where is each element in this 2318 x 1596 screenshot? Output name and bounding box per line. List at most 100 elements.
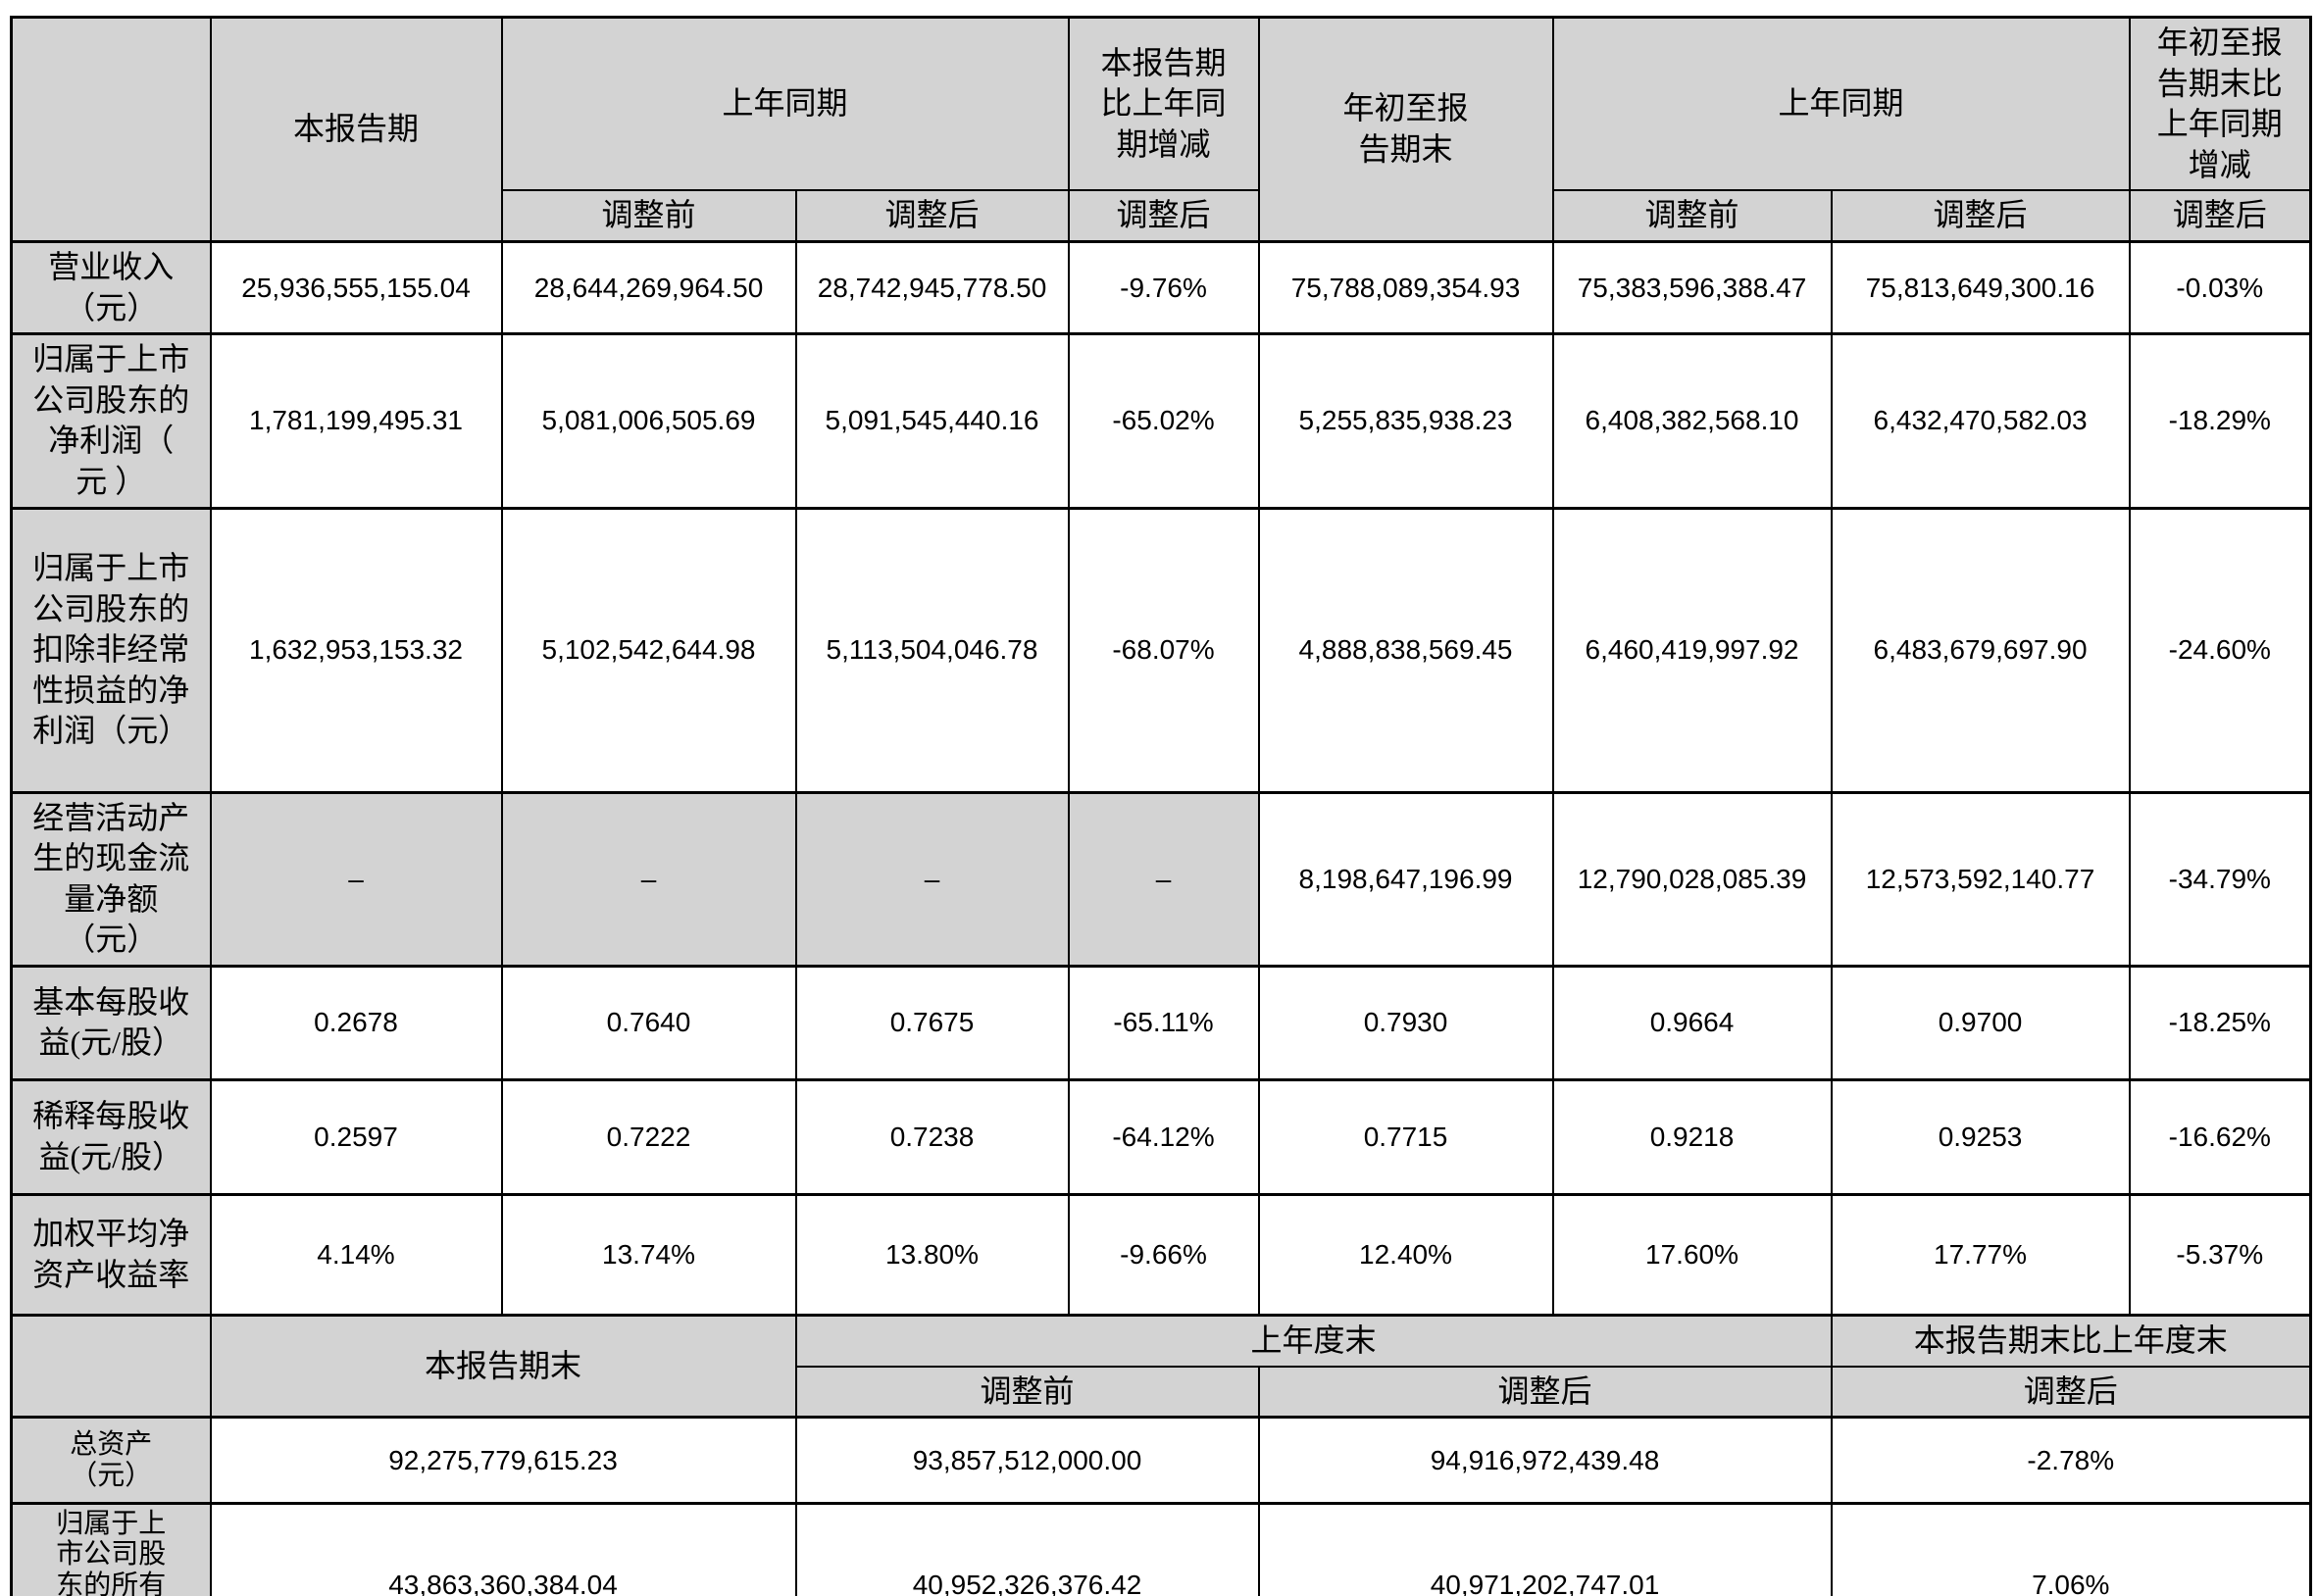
value-cell: 94,916,972,439.48 <box>1257 1416 1833 1505</box>
row-label-diluted-eps: 稀释每股收益(元/股） <box>10 1077 212 1196</box>
header-current-period-end: 本报告期末 <box>209 1313 797 1419</box>
header-period-change: 本报告期比上年同期增减 <box>1067 16 1260 192</box>
value-cell: 6,408,382,568.10 <box>1551 332 1833 510</box>
value-cell-empty: – <box>209 790 503 968</box>
table-row-operating-cash-flow: 经营活动产生的现金流量净额（元） – – – – 8,198,647,196.9… <box>10 790 2312 968</box>
subheader-before-adjust: 调整前 <box>794 1365 1260 1419</box>
value-cell: -0.03% <box>2128 239 2312 335</box>
value-cell: 0.7640 <box>500 964 797 1081</box>
value-cell: 8,198,647,196.99 <box>1257 790 1554 968</box>
value-cell: 0.9253 <box>1830 1077 2131 1196</box>
value-cell: 6,432,470,582.03 <box>1830 332 2131 510</box>
value-cell: 13.74% <box>500 1192 797 1317</box>
value-cell: 5,255,835,938.23 <box>1257 332 1554 510</box>
row-label-operating-cash-flow: 经营活动产生的现金流量净额（元） <box>10 790 212 968</box>
value-cell: 0.7715 <box>1257 1077 1554 1196</box>
value-cell: -65.11% <box>1067 964 1260 1081</box>
value-cell: -68.07% <box>1067 506 1260 794</box>
value-cell-empty: – <box>794 790 1070 968</box>
value-cell: 75,788,089,354.93 <box>1257 239 1554 335</box>
header-prior-year-end: 上年度末 <box>794 1313 1833 1368</box>
value-cell: 12.40% <box>1257 1192 1554 1317</box>
value-cell: -18.25% <box>2128 964 2312 1081</box>
header-prior-period: 上年同期 <box>500 16 1070 192</box>
subheader-before-adjust: 调整前 <box>1551 189 1833 243</box>
subheader-after-adjust: 调整后 <box>794 189 1070 243</box>
row-label-revenue: 营业收入（元） <box>10 239 212 335</box>
value-cell: -24.60% <box>2128 506 2312 794</box>
table-row-net-profit: 归属于上市公司股东的净利润（ 元 ） 1,781,199,495.31 5,08… <box>10 332 2312 510</box>
subheader-after-adjust: 调整后 <box>1830 1365 2312 1419</box>
table-row-basic-eps: 基本每股收益(元/股） 0.2678 0.7640 0.7675 -65.11%… <box>10 964 2312 1081</box>
value-cell: 0.9700 <box>1830 964 2131 1081</box>
value-cell: -5.37% <box>2128 1192 2312 1317</box>
value-cell: -64.12% <box>1067 1077 1260 1196</box>
value-cell: 40,971,202,747.01 <box>1257 1502 1833 1596</box>
value-cell: -34.79% <box>2128 790 2312 968</box>
value-cell: 0.7238 <box>794 1077 1070 1196</box>
header-ytd: 年初至报告期末 <box>1257 16 1554 243</box>
subheader-before-adjust: 调整前 <box>500 189 797 243</box>
value-cell: 28,644,269,964.50 <box>500 239 797 335</box>
header-ytd-change: 年初至报告期末比上年同期增减 <box>2128 16 2312 192</box>
row-label-weighted-avg-roe: 加权平均净资产收益率 <box>10 1192 212 1317</box>
value-cell: 40,952,326,376.42 <box>794 1502 1260 1596</box>
table-row-total-assets: 总资产（元） 92,275,779,615.23 93,857,512,000.… <box>10 1416 2312 1505</box>
subheader-after-adjust: 调整后 <box>2128 189 2312 243</box>
value-cell: 1,781,199,495.31 <box>209 332 503 510</box>
value-cell: 0.2597 <box>209 1077 503 1196</box>
row-label-total-assets: 总资产（元） <box>10 1416 212 1505</box>
value-cell: 0.9664 <box>1551 964 1833 1081</box>
value-cell: 75,813,649,300.16 <box>1830 239 2131 335</box>
value-cell: 93,857,512,000.00 <box>794 1416 1260 1505</box>
value-cell: 17.77% <box>1830 1192 2131 1317</box>
value-cell: 0.2678 <box>209 964 503 1081</box>
value-cell: 5,113,504,046.78 <box>794 506 1070 794</box>
value-cell: 5,091,545,440.16 <box>794 332 1070 510</box>
bottom-corner-blank-cell <box>10 1313 212 1419</box>
value-cell: -2.78% <box>1830 1416 2312 1505</box>
value-cell: 6,460,419,997.92 <box>1551 506 1833 794</box>
subheader-after-adjust: 调整后 <box>1067 189 1260 243</box>
header-period-end-change: 本报告期末比上年度末 <box>1830 1313 2312 1368</box>
value-cell: 0.7675 <box>794 964 1070 1081</box>
table-row-net-profit-excl-nonrecurring: 归属于上市公司股东的扣除非经常性损益的净利润（元） 1,632,953,153.… <box>10 506 2312 794</box>
value-cell: 5,081,006,505.69 <box>500 332 797 510</box>
value-cell: 17.60% <box>1551 1192 1833 1317</box>
table-row-weighted-avg-roe: 加权平均净资产收益率 4.14% 13.74% 13.80% -9.66% 12… <box>10 1192 2312 1317</box>
row-label-equity: 归属于上市公司股东的所有者权益（元） <box>10 1502 212 1596</box>
value-cell-empty: – <box>1067 790 1260 968</box>
value-cell: 1,632,953,153.32 <box>209 506 503 794</box>
table-row-equity: 归属于上市公司股东的所有者权益（元） 43,863,360,384.04 40,… <box>10 1502 2312 1596</box>
value-cell: 0.9218 <box>1551 1077 1833 1196</box>
row-label-net-profit: 归属于上市公司股东的净利润（ 元 ） <box>10 332 212 510</box>
table-row-diluted-eps: 稀释每股收益(元/股） 0.2597 0.7222 0.7238 -64.12%… <box>10 1077 2312 1196</box>
value-cell: 0.7930 <box>1257 964 1554 1081</box>
value-cell: 12,790,028,085.39 <box>1551 790 1833 968</box>
value-cell: 6,483,679,697.90 <box>1830 506 2131 794</box>
value-cell: 7.06% <box>1830 1502 2312 1596</box>
value-cell: 5,102,542,644.98 <box>500 506 797 794</box>
value-cell: 0.7222 <box>500 1077 797 1196</box>
value-cell: -9.66% <box>1067 1192 1260 1317</box>
value-cell: -65.02% <box>1067 332 1260 510</box>
corner-blank-cell <box>10 16 212 243</box>
value-cell: 43,863,360,384.04 <box>209 1502 797 1596</box>
value-cell: -18.29% <box>2128 332 2312 510</box>
table-row-revenue: 营业收入（元） 25,936,555,155.04 28,644,269,964… <box>10 239 2312 335</box>
value-cell: -9.76% <box>1067 239 1260 335</box>
value-cell: 13.80% <box>794 1192 1070 1317</box>
value-cell: 12,573,592,140.77 <box>1830 790 2131 968</box>
value-cell: 4.14% <box>209 1192 503 1317</box>
value-cell: 28,742,945,778.50 <box>794 239 1070 335</box>
subheader-after-adjust: 调整后 <box>1257 1365 1833 1419</box>
value-cell-empty: – <box>500 790 797 968</box>
financial-summary-table: 本报告期 上年同期 本报告期比上年同期增减 年初至报告期末 上年同期 年初至报告… <box>10 16 2313 1596</box>
value-cell: -16.62% <box>2128 1077 2312 1196</box>
header-current-period: 本报告期 <box>209 16 503 243</box>
value-cell: 75,383,596,388.47 <box>1551 239 1833 335</box>
value-cell: 25,936,555,155.04 <box>209 239 503 335</box>
row-label-net-profit-excl-nonrecurring: 归属于上市公司股东的扣除非经常性损益的净利润（元） <box>10 506 212 794</box>
row-label-basic-eps: 基本每股收益(元/股） <box>10 964 212 1081</box>
subheader-after-adjust: 调整后 <box>1830 189 2131 243</box>
